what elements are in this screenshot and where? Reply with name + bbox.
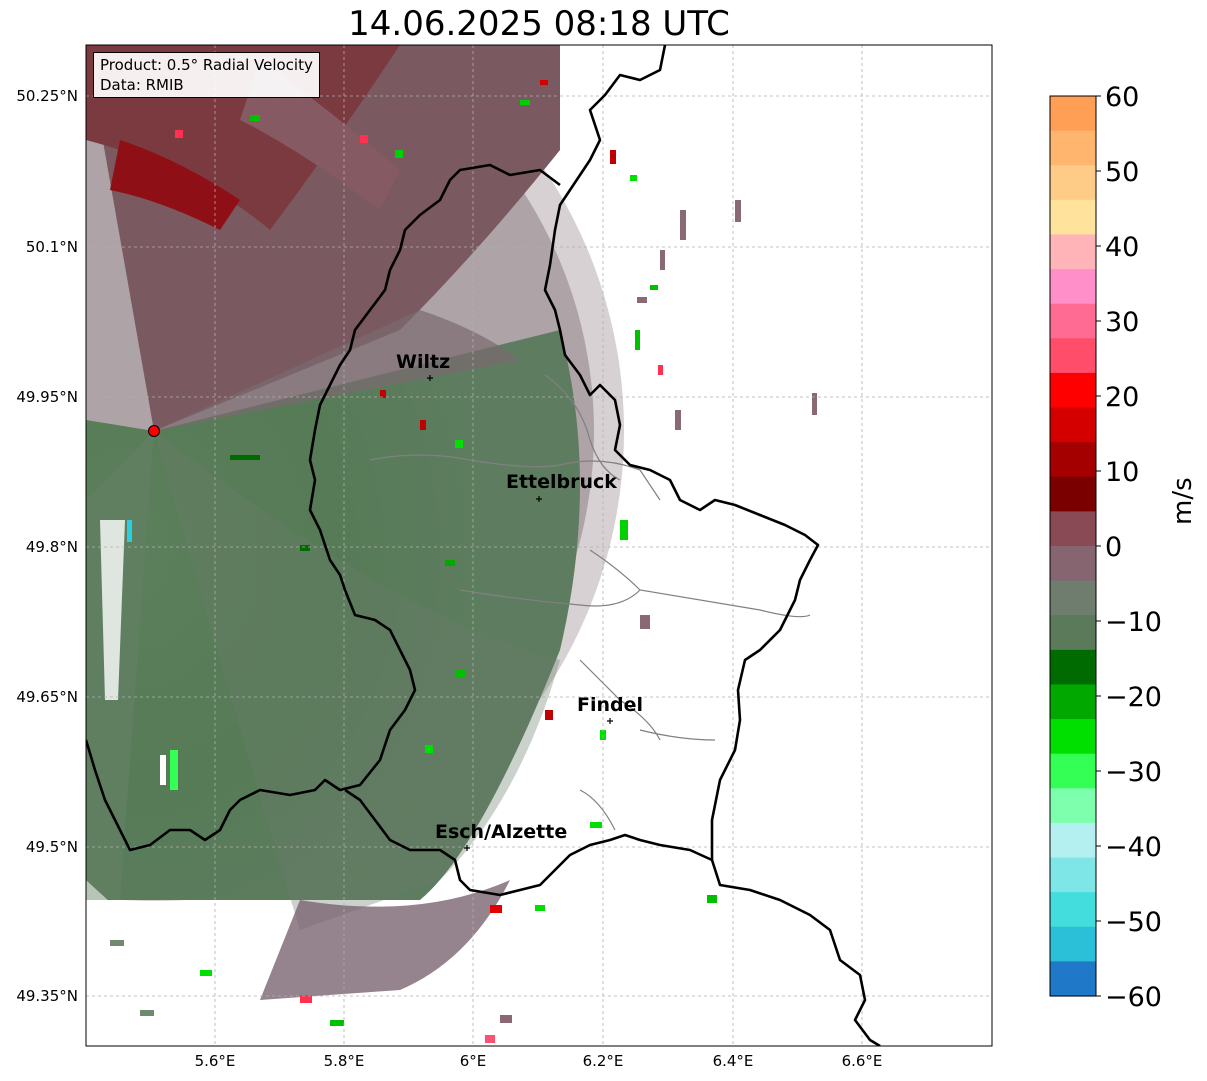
colorbar-segment xyxy=(1050,926,1096,962)
colorbar-segment xyxy=(1050,511,1096,547)
colorbar-segment xyxy=(1050,753,1096,789)
city-label-ettelbruck: Ettelbruck xyxy=(506,471,617,493)
colorbar-segment xyxy=(1050,476,1096,512)
colorbar-tick-label: 0 xyxy=(1105,532,1122,563)
colorbar-segment xyxy=(1050,822,1096,859)
colorbar-segment xyxy=(1050,719,1096,755)
radar-site-marker xyxy=(148,425,160,437)
colorbar-segment xyxy=(1050,234,1096,270)
city-markers xyxy=(427,375,613,851)
colorbar-tick-label: 50 xyxy=(1105,157,1139,188)
lat-tick-label: 49.65°N xyxy=(16,688,78,706)
map-frame xyxy=(85,44,993,1047)
colorbar-segment xyxy=(1050,199,1096,236)
colorbar-segment xyxy=(1050,961,1096,997)
colorbar-tick-label: −40 xyxy=(1105,832,1162,863)
colorbar-segment xyxy=(1050,407,1096,443)
velocity-field xyxy=(86,45,817,1043)
graticule xyxy=(86,45,992,1046)
lat-tick-label: 49.8°N xyxy=(26,538,78,556)
colorbar-tick-label: −30 xyxy=(1105,757,1162,788)
lat-tick-label: 49.35°N xyxy=(16,987,78,1005)
colorbar-segment xyxy=(1050,892,1096,928)
city-label-wiltz: Wiltz xyxy=(396,351,450,373)
lat-tick-label: 49.95°N xyxy=(16,388,78,406)
colorbar-segment xyxy=(1050,546,1096,582)
colorbar-segment xyxy=(1050,372,1096,409)
lat-tick-label: 50.25°N xyxy=(16,87,78,105)
lat-tick-label: 50.1°N xyxy=(26,238,78,256)
colorbar-segment xyxy=(1050,130,1096,166)
colorbar-segment xyxy=(1050,303,1096,339)
colorbar-segment xyxy=(1050,857,1096,893)
colorbar-segment xyxy=(1050,649,1096,686)
lon-tick-label: 5.6°E xyxy=(195,1052,236,1070)
colorbar-segment xyxy=(1050,684,1096,720)
colorbar-segment xyxy=(1050,269,1096,305)
colorbar-unit-label: m/s xyxy=(1168,477,1198,525)
colorbar-tick-label: −10 xyxy=(1105,607,1162,638)
colorbar-segment xyxy=(1050,165,1096,201)
lon-tick-label: 6.4°E xyxy=(713,1052,754,1070)
colorbar-tick-label: 10 xyxy=(1105,457,1139,488)
echo-speckles xyxy=(110,80,817,1043)
colorbar-ticks xyxy=(1096,95,1101,997)
colorbar-segment xyxy=(1050,96,1096,132)
colorbar-tick-label: 40 xyxy=(1105,232,1139,263)
colorbar-segment xyxy=(1050,338,1096,374)
lon-tick-label: 6°E xyxy=(460,1052,487,1070)
product-label: Product: 0.5° Radial Velocity xyxy=(100,56,313,74)
lat-tick-label: 49.5°N xyxy=(26,838,78,856)
colorbar-segment xyxy=(1050,615,1096,651)
national-borders xyxy=(86,45,881,1046)
colorbar-tick-label: −50 xyxy=(1105,907,1162,938)
product-info-box: Product: 0.5° Radial Velocity Data: RMIB xyxy=(93,52,320,98)
lon-tick-label: 5.8°E xyxy=(324,1052,365,1070)
colorbar-segment xyxy=(1050,442,1096,478)
colorbar-tick-label: −20 xyxy=(1105,682,1162,713)
colorbar-tick-label: 20 xyxy=(1105,382,1139,413)
colorbar-segment xyxy=(1050,788,1096,824)
colorbar-tick-label: −60 xyxy=(1105,982,1162,1013)
chart-title: 14.06.2025 08:18 UTC xyxy=(348,4,730,44)
colorbar-segment xyxy=(1050,580,1096,616)
data-source-label: Data: RMIB xyxy=(100,76,184,94)
city-label-findel: Findel xyxy=(577,694,643,716)
city-label-esch-alzette: Esch/Alzette xyxy=(435,821,567,843)
colorbar xyxy=(1050,96,1096,997)
lon-tick-label: 6.2°E xyxy=(583,1052,624,1070)
colorbar-tick-label: 30 xyxy=(1105,307,1139,338)
lon-tick-label: 6.6°E xyxy=(842,1052,883,1070)
colorbar-tick-label: 60 xyxy=(1105,82,1139,113)
